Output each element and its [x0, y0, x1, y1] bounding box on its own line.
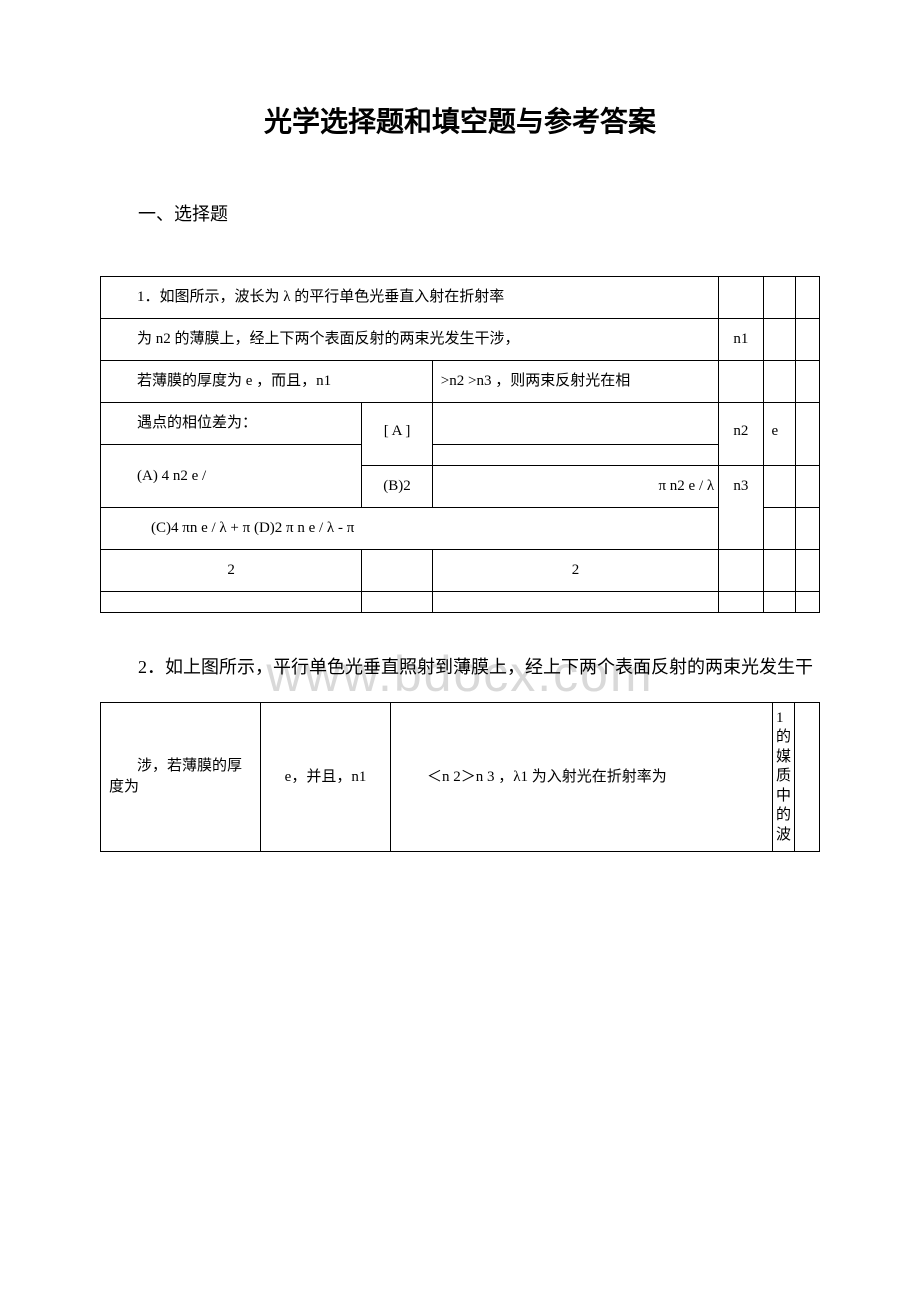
- cell-empty: [796, 277, 820, 319]
- cell-n3: n3: [719, 466, 763, 550]
- q1-line2: 为 n2 的薄膜上，经上下两个表面反射的两束光发生干涉，: [101, 319, 719, 361]
- q1-condition: >n2 >n3 ，则两束反射光在相: [432, 361, 718, 403]
- q1-option-b-cont: π n2 e / λ: [432, 466, 718, 508]
- cell-n2: n2: [719, 403, 763, 466]
- cell-empty: [763, 319, 796, 361]
- cell-empty: [719, 277, 763, 319]
- cell-empty: [763, 277, 796, 319]
- table-row: [101, 592, 820, 613]
- cell-n1: n1: [719, 319, 763, 361]
- table-row: (A) 4 n2 e /: [101, 445, 820, 466]
- q1-option-b: (B)2: [362, 466, 432, 508]
- cell-empty: [719, 550, 763, 592]
- question-2-text: 2．如上图所示，平行单色光垂直照射到薄膜上，经上下两个表面反射的两束光发生干: [138, 653, 820, 682]
- cell-empty: [101, 592, 362, 613]
- cell-empty: [796, 319, 820, 361]
- q1-phase: 遇点的相位差为：: [101, 403, 362, 445]
- q1-answer: [ A ]: [362, 403, 432, 466]
- q2-c4: 1的媒质中的波: [772, 702, 794, 852]
- table-row: 1．如图所示，波长为 λ 的平行单色光垂直入射在折射率: [101, 277, 820, 319]
- cell-empty: [796, 550, 820, 592]
- cell-sub2: 2: [101, 550, 362, 592]
- cell-empty: [362, 550, 432, 592]
- table-row: 2 2: [101, 550, 820, 592]
- table-row: 遇点的相位差为： [ A ] n2 e: [101, 403, 820, 445]
- cell-empty: [763, 508, 796, 550]
- table-row: 涉，若薄膜的厚度为 e，并且，n1 ＜n 2＞n 3 ，λ1 为入射光在折射率为…: [101, 702, 820, 852]
- q1-line1: 1．如图所示，波长为 λ 的平行单色光垂直入射在折射率: [101, 277, 719, 319]
- table-row: 为 n2 的薄膜上，经上下两个表面反射的两束光发生干涉， n1: [101, 319, 820, 361]
- cell-empty: [432, 403, 718, 445]
- question-2-table: 涉，若薄膜的厚度为 e，并且，n1 ＜n 2＞n 3 ，λ1 为入射光在折射率为…: [100, 702, 820, 853]
- cell-empty: [796, 466, 820, 508]
- cell-empty: [719, 592, 763, 613]
- q2-c1: 涉，若薄膜的厚度为: [101, 702, 261, 852]
- cell-empty: [763, 592, 796, 613]
- document-content: 光学选择题和填空题与参考答案 一、选择题 1．如图所示，波长为 λ 的平行单色光…: [100, 100, 820, 852]
- cell-empty: [432, 445, 718, 466]
- q1-options-cd: (C)4 πn e / λ + π (D)2 π n e / λ - π: [101, 508, 719, 550]
- cell-empty: [763, 550, 796, 592]
- table-row: (C)4 πn e / λ + π (D)2 π n e / λ - π: [101, 508, 820, 550]
- q2-c3: ＜n 2＞n 3 ，λ1 为入射光在折射率为: [391, 702, 773, 852]
- cell-empty: [362, 592, 432, 613]
- cell-e: e: [763, 403, 796, 466]
- q1-thickness: 若薄膜的厚度为 e ，而且，n1: [101, 361, 433, 403]
- q1-option-a: (A) 4 n2 e /: [101, 445, 362, 508]
- question-1-table: 1．如图所示，波长为 λ 的平行单色光垂直入射在折射率 为 n2 的薄膜上，经上…: [100, 276, 820, 613]
- cell-empty: [796, 508, 820, 550]
- cell-sub2b: 2: [432, 550, 718, 592]
- cell-empty: [796, 361, 820, 403]
- page-title: 光学选择题和填空题与参考答案: [100, 100, 820, 140]
- cell-empty: [719, 361, 763, 403]
- q2-c2: e，并且，n1: [261, 702, 391, 852]
- cell-empty: [763, 466, 796, 508]
- cell-empty: [763, 361, 796, 403]
- cell-empty: [432, 592, 718, 613]
- cell-empty: [796, 592, 820, 613]
- section-heading: 一、选择题: [138, 200, 820, 226]
- cell-empty: [795, 702, 820, 852]
- table-row: 若薄膜的厚度为 e ，而且，n1 >n2 >n3 ，则两束反射光在相: [101, 361, 820, 403]
- cell-empty: [796, 403, 820, 466]
